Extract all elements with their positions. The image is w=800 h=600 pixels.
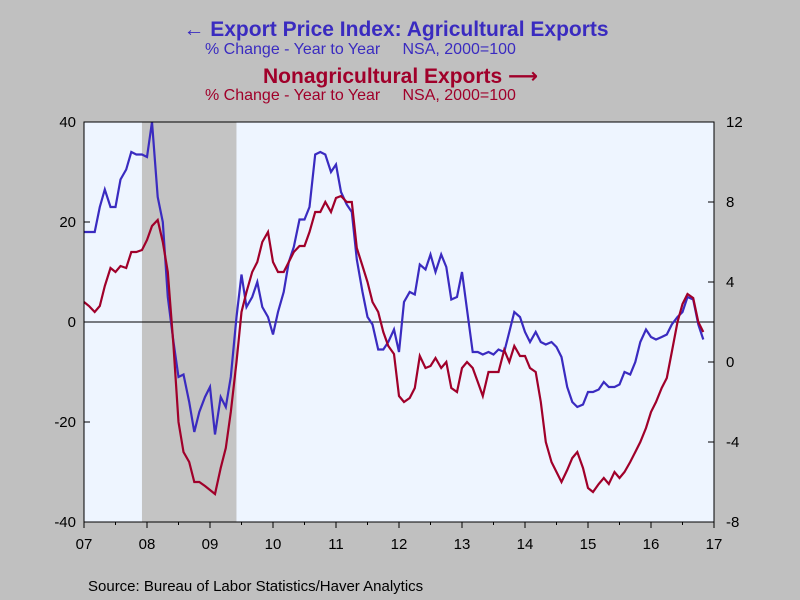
right-tick-label: -8: [726, 514, 739, 531]
nonagricultural-series-line: [83, 194, 705, 496]
plot-frame: [83, 121, 715, 523]
x-tick-label: 09: [202, 536, 219, 553]
right-tick-label: 4: [726, 274, 734, 291]
right-axis: -8 -4 0 4 8 12: [708, 114, 743, 531]
x-tick-label: 07: [76, 536, 93, 553]
left-tick-label: -20: [54, 414, 76, 431]
left-tick-label: 40: [59, 114, 76, 131]
nonagricultural-title-text: Nonagricultural Exports: [263, 65, 503, 88]
right-tick-label: -4: [726, 434, 739, 451]
agricultural-series-line: [84, 121, 705, 435]
x-tick-label: 14: [517, 536, 534, 553]
right-tick-label: 8: [726, 194, 734, 211]
agricultural-title: ← Export Price Index: Agricultural Expor…: [0, 18, 796, 42]
x-tick-label: 16: [643, 536, 660, 553]
right-arrow-icon: ⟶: [508, 65, 539, 88]
x-tick-label: 17: [706, 536, 723, 553]
nonagricultural-title: Nonagricultural Exports ⟶: [263, 64, 603, 89]
x-tick-label: 12: [391, 536, 408, 553]
left-arrow-icon: ←: [183, 18, 205, 41]
agricultural-subtitle: % Change - Year to Year NSA, 2000=100: [205, 41, 516, 58]
x-tick-label: 10: [265, 536, 282, 553]
left-axis: -40 -20 0 20 40: [54, 114, 90, 531]
x-tick-label: 08: [139, 536, 156, 553]
right-tick-label: 12: [726, 114, 743, 131]
x-tick-label: 13: [454, 536, 471, 553]
x-tick-label: 11: [328, 536, 344, 553]
x-tick-label: 15: [580, 536, 597, 553]
right-tick-label: 0: [726, 354, 734, 371]
agricultural-title-text: Export Price Index: Agricultural Exports: [210, 18, 609, 41]
left-tick-label: 20: [59, 214, 76, 231]
left-tick-label: 0: [68, 314, 76, 331]
x-axis: 07 08 09 10 11 12 13 14 15 16 17: [76, 522, 723, 553]
source-note: Source: Bureau of Labor Statistics/Haver…: [88, 578, 424, 595]
left-tick-label: -40: [54, 514, 76, 531]
nonagricultural-subtitle: % Change - Year to Year NSA, 2000=100: [205, 87, 516, 104]
